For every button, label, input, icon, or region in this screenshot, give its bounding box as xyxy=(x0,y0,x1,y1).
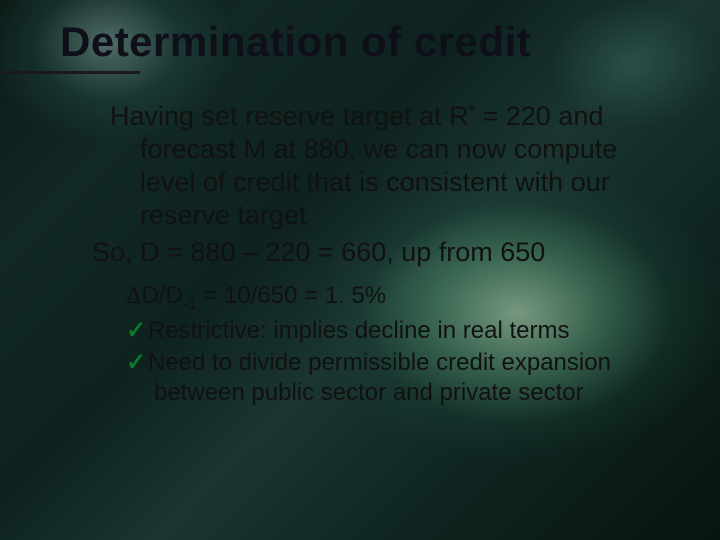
sub3-text: Need to divide permissible credit expans… xyxy=(148,349,611,406)
para1-pre: Having set reserve target at R xyxy=(110,101,469,131)
sub-list: ΔD/D-1 = 10/650 = 1. 5% ✓Restrictive: im… xyxy=(126,281,665,408)
sub1-post: = 10/650 = 1. 5% xyxy=(197,282,386,309)
sub1-subscript: -1 xyxy=(183,296,197,313)
sub1-pre: D/D xyxy=(141,282,182,309)
check-icon: ✓ xyxy=(126,316,148,346)
para1-superscript: * xyxy=(469,102,475,120)
slide-body: Having set reserve target at R* = 220 an… xyxy=(110,100,665,410)
check-icon: ✓ xyxy=(126,348,148,378)
slide-title: Determination of credit xyxy=(60,18,680,72)
sub-item-1: ΔD/D-1 = 10/650 = 1. 5% xyxy=(126,281,665,314)
sub2-text: Restrictive: implies decline in real ter… xyxy=(148,317,569,344)
slide: Determination of credit Having set reser… xyxy=(0,0,720,540)
title-block: Determination of credit xyxy=(60,18,680,72)
sub-item-3: ✓Need to divide permissible credit expan… xyxy=(126,348,665,408)
sub-item-2: ✓Restrictive: implies decline in real te… xyxy=(126,316,665,346)
body-paragraph-1: Having set reserve target at R* = 220 an… xyxy=(110,100,665,232)
title-underline xyxy=(0,71,140,74)
delta-symbol: Δ xyxy=(126,283,141,309)
body-paragraph-2: So, D = 880 – 220 = 660, up from 650 xyxy=(92,236,665,269)
